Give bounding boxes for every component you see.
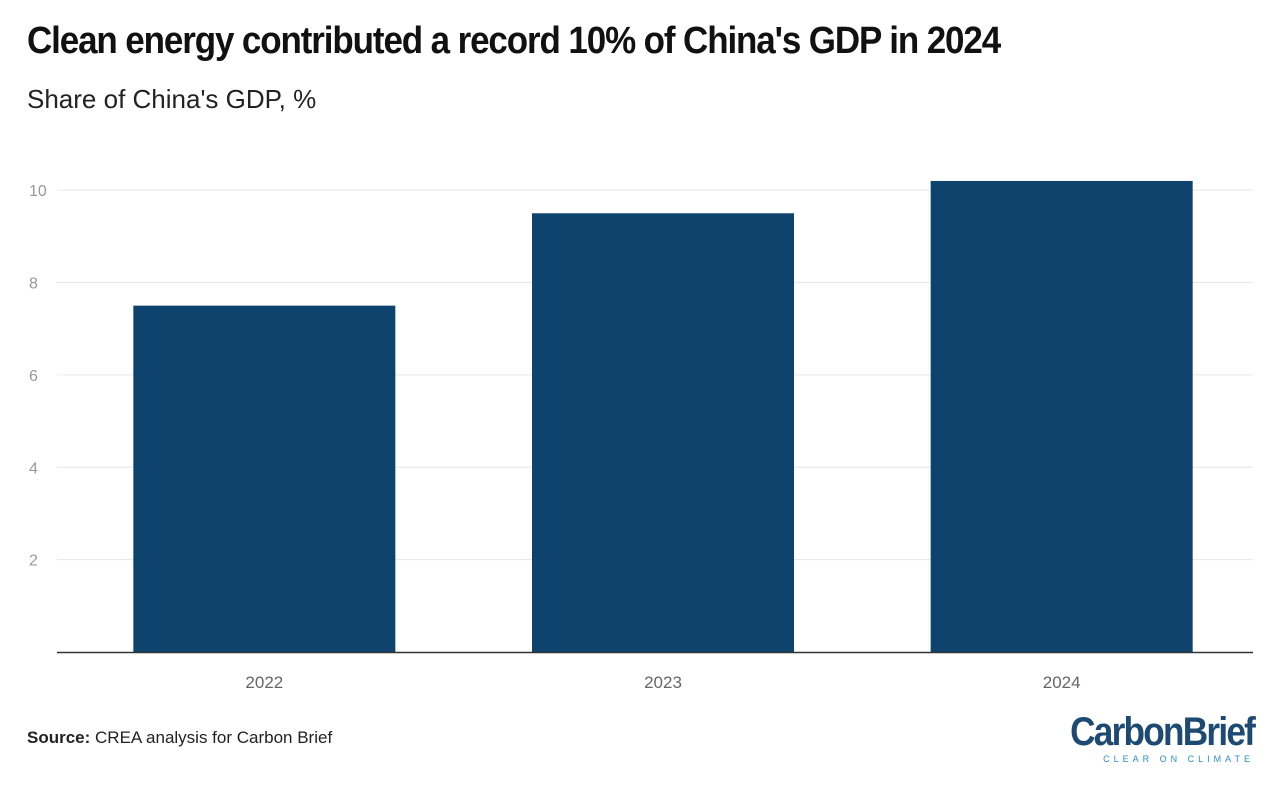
logo-wordmark: CarbonBrief	[1069, 710, 1256, 754]
x-tick-label: 2022	[245, 673, 283, 692]
y-tick-label: 2	[29, 553, 38, 570]
logo-tagline: CLEAR ON CLIMATE	[1103, 754, 1254, 764]
x-tick-label: 2024	[1043, 673, 1081, 692]
y-tick-label: 10	[29, 183, 47, 200]
y-axis-ticks: 2 4 6 8 10	[29, 183, 47, 569]
x-axis-labels: 2022 2023 2024	[245, 673, 1080, 692]
bars	[133, 180, 1193, 653]
y-tick-label: 8	[29, 276, 38, 293]
y-tick-label: 4	[29, 460, 38, 477]
carbon-brief-logo: CarbonBrief CLEAR ON CLIMATE	[1045, 710, 1256, 764]
logo-word-carbon: Carbon	[1069, 710, 1184, 754]
source-note: Source: CREA analysis for Carbon Brief	[27, 728, 332, 748]
chart-subtitle: Share of China's GDP, %	[27, 84, 317, 114]
bar-2023[interactable]	[532, 213, 794, 653]
y-tick-label: 6	[29, 368, 38, 385]
logo-word-brief: Brief	[1182, 710, 1256, 754]
source-text: CREA analysis for Carbon Brief	[90, 728, 333, 747]
bar-2024[interactable]	[930, 180, 1193, 653]
chart-title: Clean energy contributed a record 10% of…	[27, 20, 1001, 62]
x-tick-label: 2023	[644, 673, 682, 692]
source-label: Source:	[27, 728, 91, 747]
bar-2022[interactable]	[133, 305, 396, 652]
bar-chart: 2 4 6 8 10 2022 2023 2024	[29, 180, 1253, 692]
